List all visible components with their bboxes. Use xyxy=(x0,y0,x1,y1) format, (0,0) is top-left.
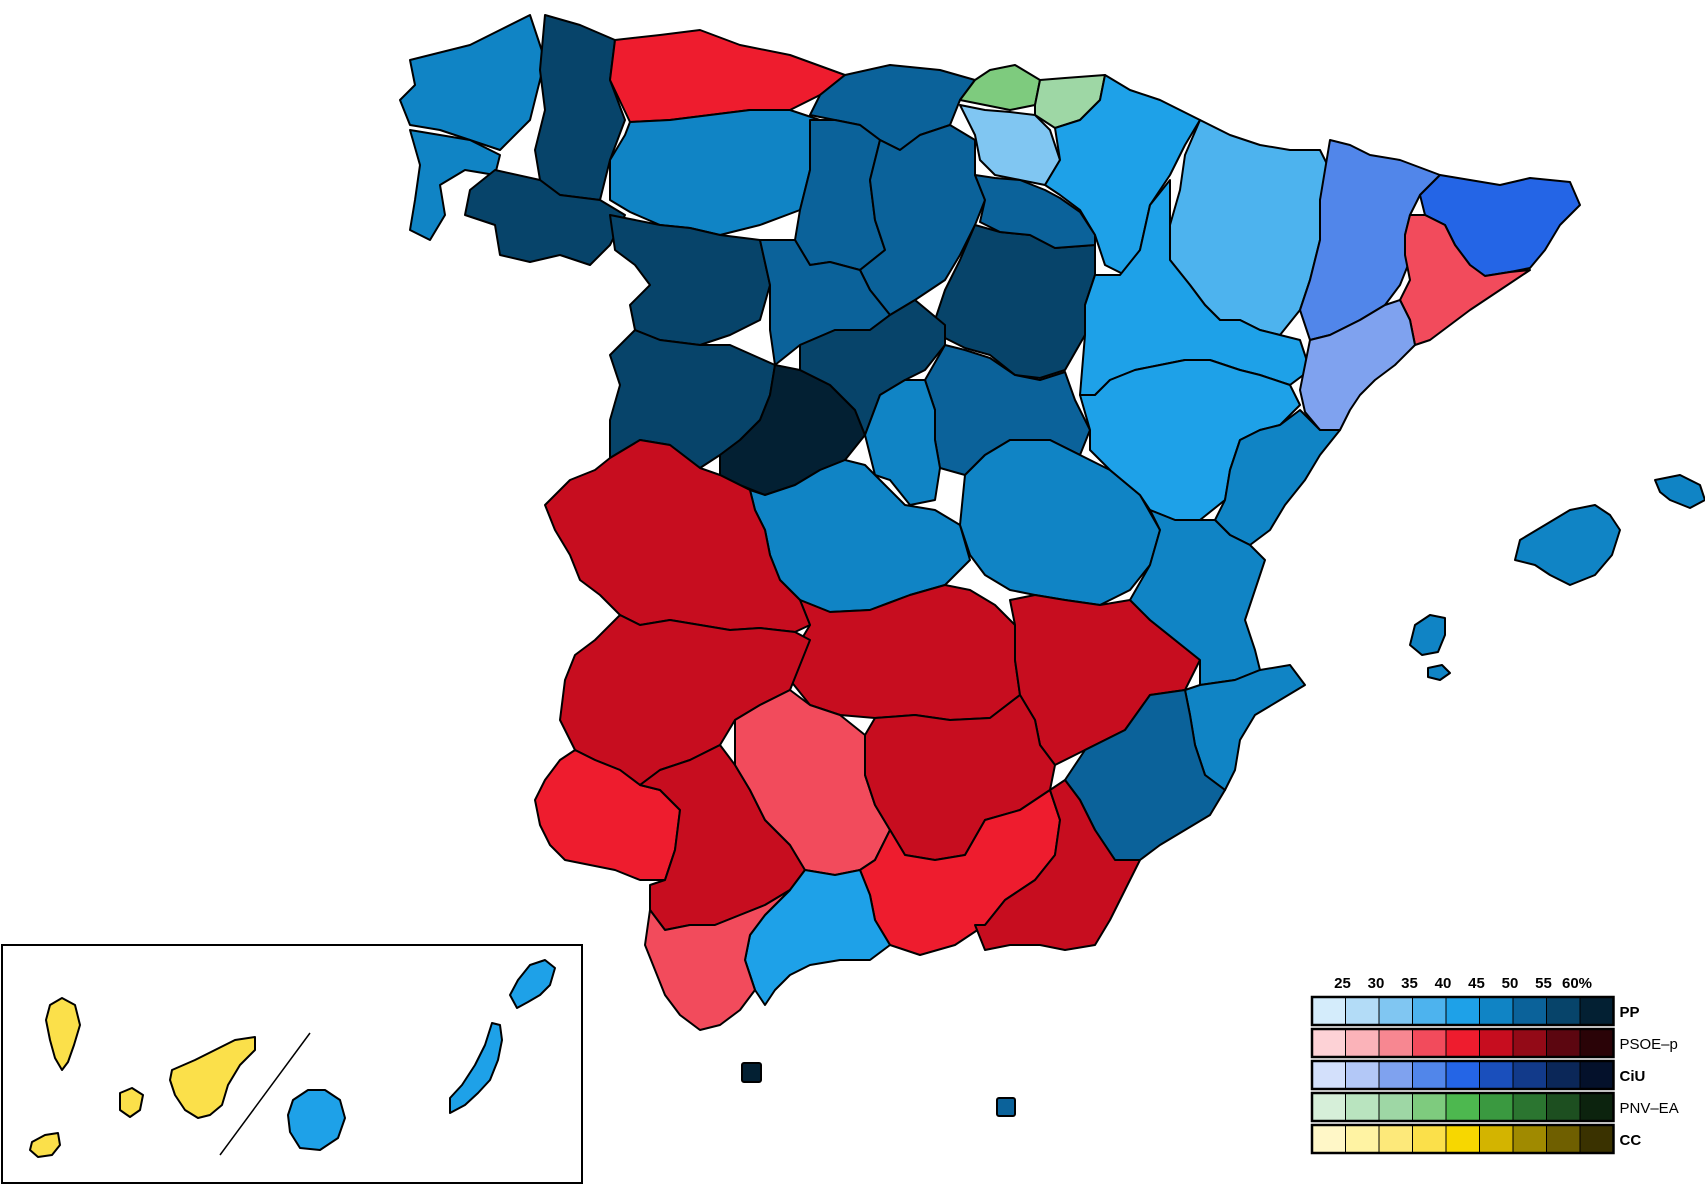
province-barcelona xyxy=(1399,214,1531,346)
legend-swatch xyxy=(1345,1028,1380,1058)
island-formentera xyxy=(1427,664,1451,681)
legend-swatch xyxy=(1378,1028,1413,1058)
province-leon xyxy=(609,109,821,236)
province-burgos xyxy=(859,124,986,316)
province-lleida xyxy=(1299,139,1441,341)
island-fuerteventura xyxy=(449,1022,503,1114)
legend-swatch xyxy=(1479,996,1514,1026)
legend-party-label: CiU xyxy=(1620,1068,1646,1085)
legend-swatch xyxy=(1345,996,1380,1026)
legend-swatch xyxy=(1445,1124,1480,1154)
province-zamora xyxy=(609,214,771,346)
province-asturias xyxy=(609,29,846,123)
legend-swatch xyxy=(1412,1028,1447,1058)
inset-divider xyxy=(219,1032,311,1156)
legend-swatch xyxy=(1345,1060,1380,1090)
legend-swatch xyxy=(1311,1028,1346,1058)
legend-party-label: PSOE–p xyxy=(1620,1036,1678,1053)
legend-swatch xyxy=(1311,1060,1346,1090)
legend-swatch xyxy=(1512,1124,1547,1154)
legend-swatch xyxy=(1546,1124,1581,1154)
island-la-palma xyxy=(45,997,81,1071)
province-bizkaia xyxy=(959,64,1041,111)
legend-swatch xyxy=(1579,1124,1614,1154)
province-a-coruna xyxy=(399,14,546,151)
province-murcia xyxy=(1064,689,1226,861)
legend-party-label: PNV–EA xyxy=(1620,1100,1679,1117)
province-valencia xyxy=(1129,509,1266,686)
city-melilla xyxy=(996,1097,1016,1117)
legend-swatch xyxy=(1412,996,1447,1026)
legend-swatch xyxy=(1345,1092,1380,1122)
legend-swatch xyxy=(1445,996,1480,1026)
legend-swatch xyxy=(1412,1092,1447,1122)
legend-swatch xyxy=(1412,1060,1447,1090)
island-lanzarote xyxy=(509,959,556,1009)
legend-tick-label: 50 xyxy=(1502,975,1519,992)
legend-tick-label: 35 xyxy=(1401,975,1418,992)
legend: 25 30 35 40 45 50 55 60% PP PSOE–p CiU PNV–EA CC xyxy=(1310,975,1679,1155)
legend-swatch xyxy=(1512,1028,1547,1058)
island-mallorca xyxy=(1514,504,1621,586)
province-ourense xyxy=(464,169,626,266)
legend-swatch xyxy=(1378,1060,1413,1090)
legend-swatch xyxy=(1311,996,1346,1026)
legend-party-label: PP xyxy=(1620,1004,1640,1021)
legend-tick-label: 30 xyxy=(1368,975,1385,992)
legend-row-frame xyxy=(1310,1059,1615,1091)
legend-swatch xyxy=(1546,1028,1581,1058)
legend-tick-label: 45 xyxy=(1468,975,1485,992)
legend-swatch xyxy=(1378,996,1413,1026)
legend-swatch xyxy=(1445,1060,1480,1090)
province-madrid xyxy=(864,379,941,506)
legend-row-frame xyxy=(1310,1027,1615,1059)
legend-swatch xyxy=(1479,1028,1514,1058)
island-gran-canaria xyxy=(287,1089,346,1151)
province-cuenca xyxy=(959,439,1161,606)
island-la-gomera xyxy=(119,1087,144,1118)
legend-swatch xyxy=(1479,1124,1514,1154)
legend-swatch xyxy=(1512,996,1547,1026)
province-cadiz xyxy=(644,889,791,1031)
island-ibiza xyxy=(1409,614,1446,656)
legend-swatch xyxy=(1579,1060,1614,1090)
legend-swatch xyxy=(1479,1060,1514,1090)
legend-swatch xyxy=(1345,1124,1380,1154)
province-tarragona xyxy=(1299,299,1416,431)
island-el-hierro xyxy=(29,1132,61,1158)
legend-row-frame xyxy=(1310,995,1615,1027)
city-ceuta xyxy=(741,1062,762,1083)
island-menorca xyxy=(1654,474,1705,509)
legend-row-frame xyxy=(1310,1123,1615,1155)
legend-swatch xyxy=(1512,1092,1547,1122)
legend-swatch xyxy=(1546,1092,1581,1122)
legend-swatch xyxy=(1445,1028,1480,1058)
legend-swatch xyxy=(1311,1092,1346,1122)
province-castellon xyxy=(1214,409,1341,546)
legend-swatch xyxy=(1546,1060,1581,1090)
legend-tick-label: 55 xyxy=(1535,975,1552,992)
legend-swatch xyxy=(1579,996,1614,1026)
province-pontevedra xyxy=(409,129,501,241)
province-la-rioja xyxy=(974,174,1096,249)
legend-swatch xyxy=(1445,1092,1480,1122)
legend-swatch xyxy=(1546,996,1581,1026)
legend-swatch xyxy=(1479,1092,1514,1122)
legend-swatch xyxy=(1579,1028,1614,1058)
legend-swatch xyxy=(1412,1124,1447,1154)
legend-swatch xyxy=(1512,1060,1547,1090)
legend-swatch xyxy=(1579,1092,1614,1122)
legend-swatch xyxy=(1378,1092,1413,1122)
legend-tick-label: 40 xyxy=(1435,975,1452,992)
legend-swatch xyxy=(1378,1124,1413,1154)
island-tenerife xyxy=(169,1036,256,1119)
legend-tick-label: 25 xyxy=(1334,975,1351,992)
legend-row-frame xyxy=(1310,1091,1615,1123)
province-almeria xyxy=(974,779,1141,951)
legend-tick-label: 60% xyxy=(1562,975,1592,992)
province-huelva xyxy=(534,749,681,881)
legend-swatch xyxy=(1311,1124,1346,1154)
legend-party-label: CC xyxy=(1620,1132,1642,1149)
